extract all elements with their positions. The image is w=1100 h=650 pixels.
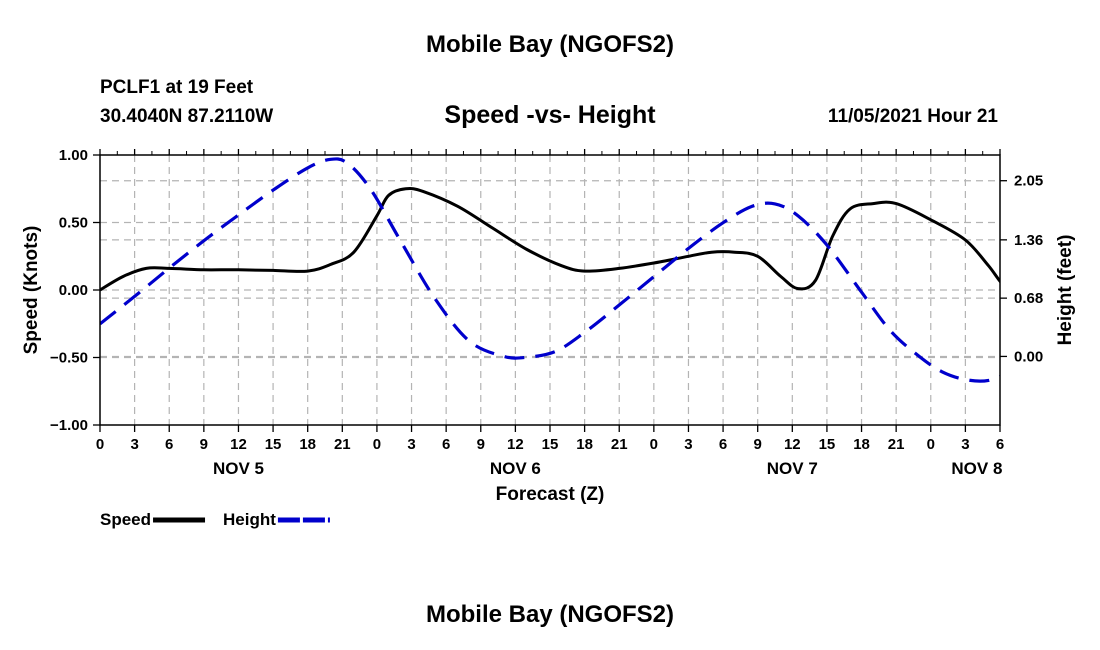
x-day-label: NOV 6 xyxy=(490,459,541,478)
y-tick-label-right: 2.05 xyxy=(1014,173,1043,190)
x-tick-label: 0 xyxy=(927,436,935,453)
x-day-label: NOV 5 xyxy=(213,459,264,478)
grid xyxy=(100,155,1000,425)
y-tick-label-left: 0.00 xyxy=(59,282,88,299)
x-tick-label: 3 xyxy=(684,436,692,453)
y-axis-title-left: Speed (Knots) xyxy=(21,226,42,355)
x-tick-label: 9 xyxy=(200,436,208,453)
y-tick-label-right: 0.00 xyxy=(1014,348,1043,365)
x-tick-label: 3 xyxy=(961,436,969,453)
axis-ticks xyxy=(93,149,1007,432)
station-coordinates: 30.4040N 87.2110W xyxy=(100,106,274,127)
x-tick-label: 3 xyxy=(130,436,138,453)
x-tick-label: 0 xyxy=(373,436,381,453)
x-tick-label: 9 xyxy=(754,436,762,453)
second-chart-title: Mobile Bay (NGOFS2) xyxy=(425,601,675,628)
x-tick-label: 21 xyxy=(888,436,905,453)
series-line-speed xyxy=(100,187,1000,292)
series-line-height xyxy=(100,157,1000,383)
x-tick-label: 9 xyxy=(477,436,485,453)
x-tick-label: 18 xyxy=(576,436,593,453)
x-tick-label: 6 xyxy=(442,436,450,453)
y-tick-label-left: −1.00 xyxy=(50,417,88,434)
forecast-datetime: 11/05/2021 Hour 21 xyxy=(827,106,998,127)
x-tick-label: 6 xyxy=(996,436,1004,453)
x-tick-label: 18 xyxy=(853,436,870,453)
legend-label-height: Height xyxy=(223,510,276,529)
y-tick-label-left: −0.50 xyxy=(50,350,88,367)
legend: Speed Height xyxy=(100,510,330,529)
x-tick-label: 6 xyxy=(165,436,173,453)
chart-title: Mobile Bay (NGOFS2) xyxy=(425,31,675,58)
x-tick-label: 21 xyxy=(334,436,351,453)
x-tick-label: 0 xyxy=(650,436,658,453)
y-axis-title-right: Height (feet) xyxy=(1055,235,1076,346)
chart-subtitle: Speed -vs- Height xyxy=(444,101,656,129)
x-tick-label: 0 xyxy=(96,436,104,453)
station-label: PCLF1 at 19 Feet xyxy=(100,77,254,98)
series-group xyxy=(100,157,1000,383)
y-tick-label-left: 1.00 xyxy=(59,147,88,164)
x-tick-label: 15 xyxy=(265,436,282,453)
x-tick-label: 15 xyxy=(819,436,836,453)
x-tick-label: 15 xyxy=(542,436,559,453)
x-day-label: NOV 8 xyxy=(951,459,1002,478)
axis-labels: 0 3 6 9 12 15 18 21 0 3 6 9 12 15 18 21 0 3 6 9 12 15 18 21 0 3 6 N… xyxy=(21,147,1076,505)
x-tick-label: 12 xyxy=(507,436,524,453)
y-tick-label-right: 0.68 xyxy=(1014,290,1043,307)
x-tick-label: 18 xyxy=(299,436,316,453)
x-tick-label: 21 xyxy=(611,436,628,453)
x-axis-title: Forecast (Z) xyxy=(496,484,605,505)
x-tick-label: 3 xyxy=(407,436,415,453)
x-day-label: NOV 7 xyxy=(767,459,818,478)
x-tick-label: 12 xyxy=(230,436,247,453)
y-tick-label-left: 0.50 xyxy=(59,215,88,232)
x-tick-label: 6 xyxy=(719,436,727,453)
y-tick-label-right: 1.36 xyxy=(1014,232,1043,249)
x-tick-label: 12 xyxy=(784,436,801,453)
legend-label-speed: Speed xyxy=(100,510,151,529)
